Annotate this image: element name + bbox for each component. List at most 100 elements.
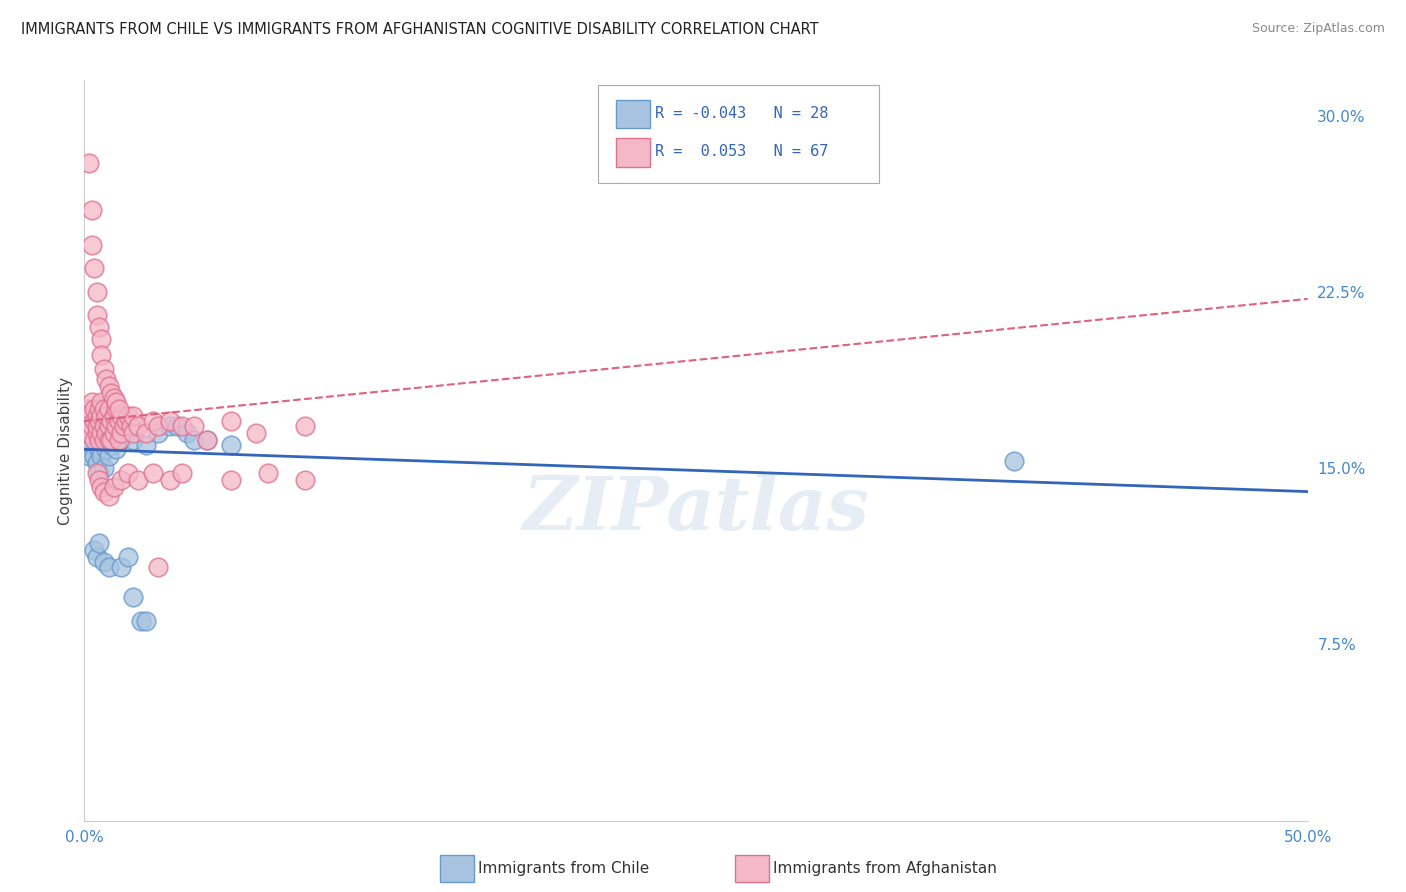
Point	[146, 559, 169, 574]
Point	[90, 348, 112, 362]
Point	[87, 442, 110, 457]
Point	[183, 433, 205, 447]
Point	[135, 425, 157, 440]
Point	[93, 433, 115, 447]
Point	[97, 433, 120, 447]
Point	[122, 425, 145, 440]
Point	[90, 395, 112, 409]
Point	[86, 285, 108, 299]
Point	[80, 237, 103, 252]
Point	[87, 473, 110, 487]
Point	[77, 450, 100, 464]
Point	[103, 425, 125, 440]
Point	[83, 543, 105, 558]
Point	[87, 466, 110, 480]
Point	[107, 433, 129, 447]
Point	[96, 425, 118, 440]
Point	[120, 418, 142, 433]
Point	[195, 433, 218, 447]
Text: Immigrants from Afghanistan: Immigrants from Afghanistan	[773, 862, 997, 876]
Point	[117, 466, 139, 480]
Point	[97, 431, 120, 445]
Point	[80, 395, 103, 409]
Point	[93, 484, 115, 499]
Point	[159, 418, 181, 433]
Point	[135, 614, 157, 628]
Point	[97, 379, 120, 393]
Point	[90, 450, 112, 464]
Point	[115, 414, 138, 428]
Point	[86, 550, 108, 565]
Point	[294, 418, 316, 433]
Point	[103, 391, 125, 405]
Point	[105, 395, 128, 409]
Point	[110, 409, 132, 424]
Point	[93, 433, 115, 447]
Point	[86, 466, 108, 480]
Point	[100, 433, 122, 447]
Point	[176, 425, 198, 440]
Point	[93, 555, 115, 569]
Point	[80, 437, 103, 451]
Point	[183, 418, 205, 433]
Point	[86, 418, 108, 433]
Point	[87, 320, 110, 334]
Point	[96, 409, 118, 424]
Point	[100, 385, 122, 400]
Point	[110, 559, 132, 574]
Point	[166, 418, 188, 433]
Point	[142, 466, 165, 480]
Point	[110, 433, 132, 447]
Point	[112, 418, 135, 433]
Text: R =  0.053   N = 67: R = 0.053 N = 67	[655, 145, 828, 159]
Point	[105, 402, 128, 417]
Point	[127, 473, 149, 487]
Point	[122, 409, 145, 424]
Point	[83, 402, 105, 417]
Point	[142, 414, 165, 428]
Point	[80, 418, 103, 433]
Point	[83, 261, 105, 276]
Point	[127, 418, 149, 433]
Text: R = -0.043   N = 28: R = -0.043 N = 28	[655, 106, 828, 120]
Point	[97, 418, 120, 433]
Point	[86, 437, 108, 451]
Point	[159, 473, 181, 487]
Point	[1002, 454, 1025, 468]
Point	[103, 425, 125, 440]
Point	[90, 425, 112, 440]
Point	[195, 433, 218, 447]
Point	[110, 425, 132, 440]
Point	[146, 425, 169, 440]
Point	[105, 442, 128, 457]
Point	[122, 591, 145, 605]
Point	[172, 418, 194, 433]
Point	[103, 409, 125, 424]
Point	[87, 414, 110, 428]
Point	[219, 437, 242, 451]
Text: IMMIGRANTS FROM CHILE VS IMMIGRANTS FROM AFGHANISTAN COGNITIVE DISABILITY CORREL: IMMIGRANTS FROM CHILE VS IMMIGRANTS FROM…	[21, 22, 818, 37]
Point	[96, 442, 118, 457]
Point	[96, 372, 118, 386]
Point	[115, 425, 138, 440]
Point	[83, 450, 105, 464]
Point	[294, 473, 316, 487]
Point	[86, 425, 108, 440]
Point	[129, 614, 152, 628]
Point	[87, 536, 110, 550]
Point	[93, 402, 115, 417]
Point	[93, 418, 115, 433]
Point	[110, 473, 132, 487]
Point	[86, 308, 108, 322]
Y-axis label: Cognitive Disability: Cognitive Disability	[58, 376, 73, 524]
Point	[100, 437, 122, 451]
Text: Immigrants from Chile: Immigrants from Chile	[478, 862, 650, 876]
Point	[146, 418, 169, 433]
Point	[83, 433, 105, 447]
Point	[257, 466, 280, 480]
Point	[90, 409, 112, 424]
Point	[97, 559, 120, 574]
Text: ZIPatlas: ZIPatlas	[523, 474, 869, 546]
Point	[219, 414, 242, 428]
Point	[77, 155, 100, 169]
